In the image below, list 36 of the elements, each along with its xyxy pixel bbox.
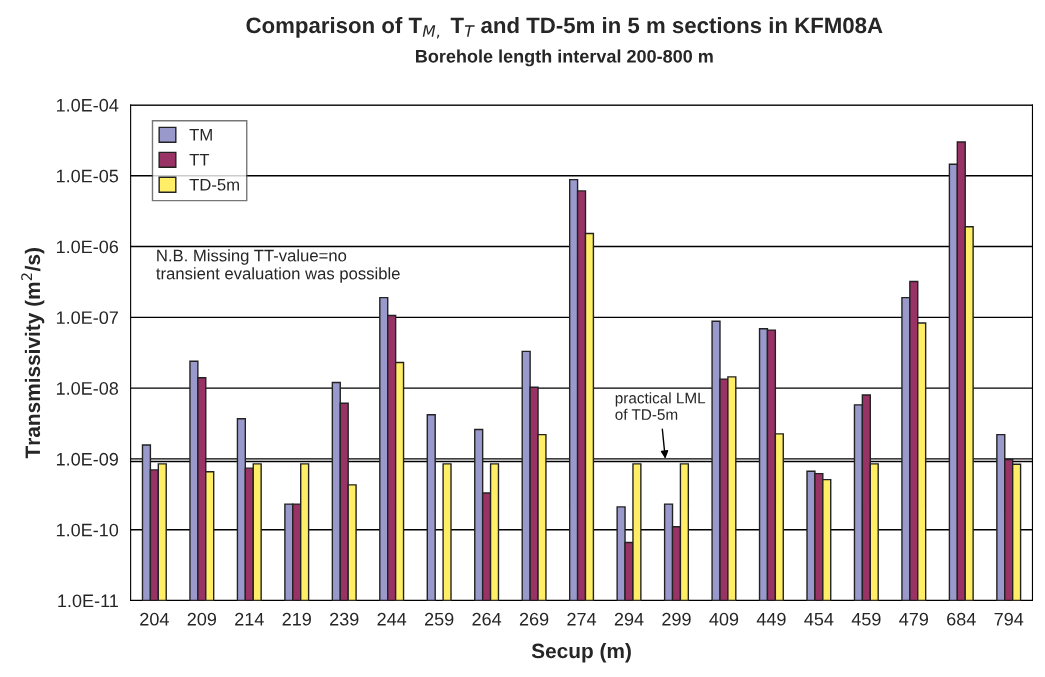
x-tick-label: 239 — [330, 612, 359, 626]
y-axis-title: Transmissivity (m$^{2}$/s) — [21, 248, 45, 459]
y-tick-label: 1.0E-09 — [56, 452, 118, 466]
y-tick-label: 1.0E-05 — [56, 169, 119, 183]
x-tick-label: 294 — [614, 612, 644, 626]
x-tick-label: 209 — [187, 612, 217, 626]
x-tick-label: 204 — [140, 612, 169, 626]
legend-label: TT — [189, 154, 210, 166]
x-tick-label: 409 — [709, 612, 739, 626]
y-tick-label: 1.0E-04 — [56, 98, 119, 112]
x-tick-label: 274 — [567, 612, 597, 626]
y-tick-label: 1.0E-08 — [56, 382, 119, 395]
x-tick-label: 684 — [947, 612, 976, 626]
x-tick-label: 479 — [899, 612, 929, 626]
x-tick-label: 299 — [662, 612, 691, 626]
chart-title: Comparison of T$_{M,}$ T$_{T}$ and TD-5m in 5 m sections in KFM08A — [246, 16, 883, 39]
x-tick-label: 794 — [994, 612, 1024, 626]
y-tick-label: 1.0E-11 — [58, 594, 118, 608]
legend-label: TD-5m — [189, 178, 239, 191]
y-tick-label: 1.0E-07 — [56, 311, 118, 325]
x-tick-label: 449 — [756, 612, 786, 626]
legend-label: TM — [189, 129, 212, 141]
x-tick-label: 454 — [804, 612, 834, 626]
x-tick-label: 269 — [519, 612, 549, 626]
y-tick-label: 1.0E-06 — [56, 240, 119, 254]
x-tick-label: 244 — [377, 612, 407, 626]
annotation: N.B. Missing TT-value=no transient evaluation was possible — [156, 249, 400, 283]
chart-subtitle: Borehole length interval 200-800 m — [416, 49, 713, 67]
y-tick-label: 1.0E-10 — [56, 523, 119, 537]
x-tick-label: 459 — [851, 612, 881, 626]
ref-line-label: practical LML of TD-5m — [615, 392, 706, 420]
x-tick-label: 264 — [472, 612, 502, 626]
x-tick-label: 219 — [282, 612, 311, 626]
x-tick-label: 214 — [235, 612, 264, 626]
x-tick-label: 259 — [425, 612, 454, 626]
x-axis-title: Secup (m) — [531, 643, 631, 663]
